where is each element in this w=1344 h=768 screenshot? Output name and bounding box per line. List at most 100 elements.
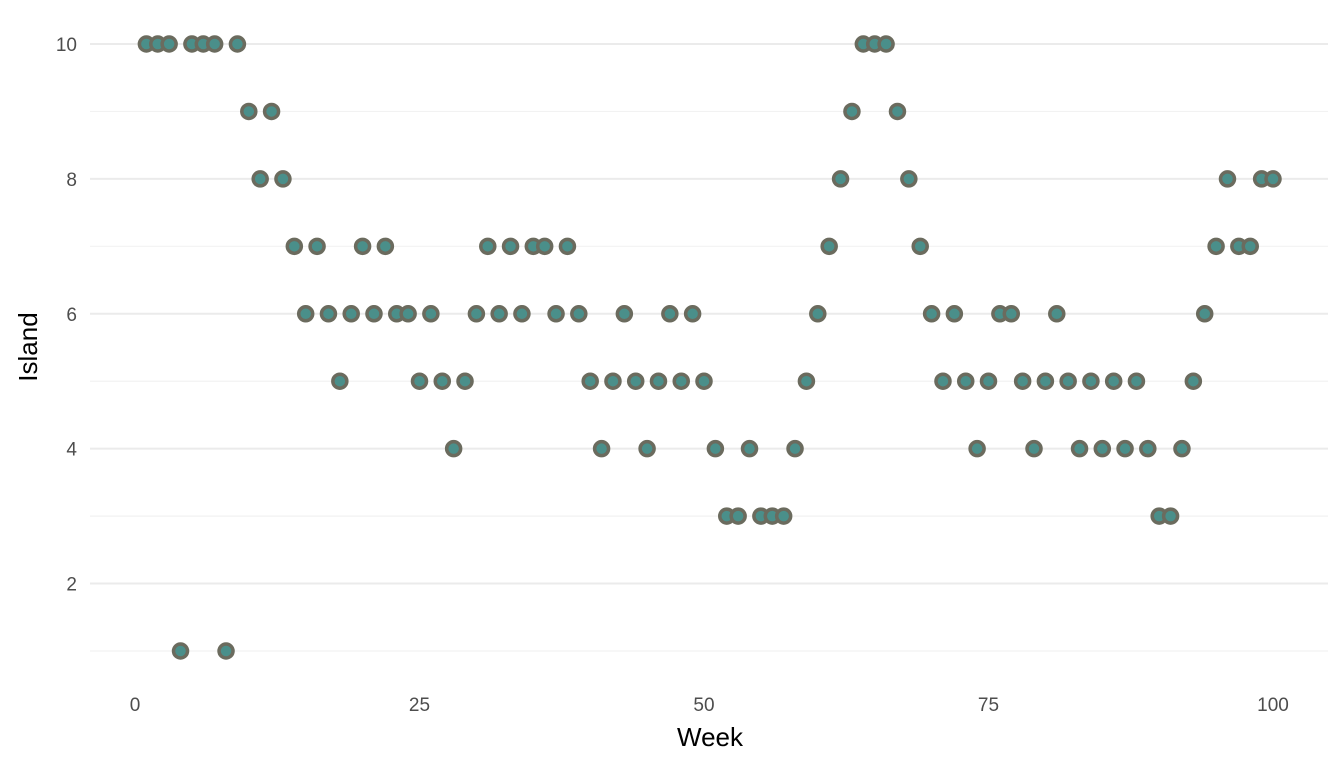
- data-point: [638, 439, 656, 458]
- data-point: [604, 372, 622, 390]
- y-tick-label: 8: [66, 170, 77, 191]
- data-point: [877, 35, 895, 53]
- data-point: [1013, 372, 1032, 390]
- data-point: [797, 372, 816, 390]
- data-point: [274, 170, 292, 188]
- data-point: [365, 305, 383, 323]
- y-axis-title: Island: [13, 312, 43, 381]
- data-point: [1036, 372, 1055, 390]
- data-point: [251, 170, 269, 188]
- data-point: [1161, 507, 1180, 525]
- data-point: [888, 102, 907, 121]
- data-point: [1264, 170, 1282, 188]
- data-point: [900, 170, 918, 188]
- data-point: [626, 372, 645, 390]
- data-points: [137, 35, 1282, 660]
- data-point: [934, 372, 952, 390]
- data-point: [262, 102, 281, 121]
- x-axis-tick-labels: 0 25 50 75 100: [130, 695, 1289, 716]
- data-point: [695, 372, 713, 390]
- data-point: [820, 237, 838, 256]
- data-point: [831, 170, 850, 188]
- data-point: [956, 372, 975, 390]
- x-tick-label: 25: [409, 695, 430, 716]
- data-point: [945, 305, 964, 323]
- data-point: [570, 305, 588, 323]
- data-point: [308, 237, 326, 256]
- data-point: [399, 305, 417, 323]
- data-point: [740, 439, 759, 458]
- data-point: [1195, 305, 1214, 323]
- data-point: [228, 35, 247, 53]
- data-point: [1025, 439, 1043, 458]
- data-point: [160, 35, 178, 53]
- y-tick-label: 4: [66, 440, 77, 461]
- y-axis-tick-labels: 2 4 6 8 10: [56, 35, 78, 596]
- data-point: [911, 237, 929, 256]
- data-point: [456, 372, 474, 390]
- data-point: [376, 237, 395, 256]
- data-point: [353, 237, 372, 256]
- data-point: [774, 507, 793, 525]
- data-point: [706, 439, 725, 458]
- data-point: [649, 372, 668, 390]
- data-point: [1082, 372, 1100, 390]
- x-tick-label: 50: [693, 695, 714, 716]
- data-point: [1139, 439, 1157, 458]
- x-axis-title: Week: [677, 722, 744, 752]
- data-point: [558, 237, 577, 256]
- data-point: [968, 439, 986, 458]
- data-point: [809, 305, 827, 323]
- x-tick-label: 0: [130, 695, 141, 716]
- data-point: [547, 305, 565, 323]
- data-point: [467, 305, 486, 323]
- data-point: [205, 35, 224, 53]
- data-point: [661, 305, 679, 323]
- data-point: [410, 372, 429, 390]
- data-point: [444, 439, 463, 458]
- data-point: [331, 372, 349, 390]
- data-point: [1127, 372, 1146, 390]
- y-tick-label: 6: [66, 305, 77, 326]
- data-point: [1070, 439, 1089, 458]
- data-point: [786, 439, 804, 458]
- data-point: [979, 372, 998, 390]
- data-point: [501, 237, 520, 256]
- data-point: [615, 305, 634, 323]
- data-point: [1218, 170, 1237, 188]
- data-point: [171, 642, 190, 660]
- data-point: [1093, 439, 1112, 458]
- data-point: [285, 237, 304, 256]
- data-point: [1059, 372, 1077, 390]
- data-point: [843, 102, 861, 121]
- data-point: [342, 305, 360, 323]
- data-point: [581, 372, 599, 390]
- data-point: [240, 102, 258, 121]
- data-point: [672, 372, 690, 390]
- data-point: [535, 237, 554, 256]
- data-point: [1002, 305, 1021, 323]
- data-point: [217, 642, 235, 660]
- data-point: [490, 305, 508, 323]
- data-point: [922, 305, 941, 323]
- data-point: [296, 305, 315, 323]
- y-tick-label: 2: [66, 575, 77, 596]
- data-point: [592, 439, 611, 458]
- data-point: [319, 305, 338, 323]
- data-point: [1184, 372, 1203, 390]
- data-point: [1116, 439, 1134, 458]
- data-point: [683, 305, 702, 323]
- data-point: [422, 305, 440, 323]
- data-point: [433, 372, 452, 390]
- data-point: [729, 507, 747, 525]
- x-tick-label: 100: [1257, 695, 1289, 716]
- data-point: [1173, 439, 1191, 458]
- y-tick-label: 10: [56, 35, 77, 56]
- major-gridlines: [90, 43, 1328, 585]
- data-point: [1207, 237, 1225, 256]
- data-point: [479, 237, 497, 256]
- data-point: [513, 305, 531, 323]
- data-point: [1048, 305, 1066, 323]
- data-point: [1241, 237, 1259, 256]
